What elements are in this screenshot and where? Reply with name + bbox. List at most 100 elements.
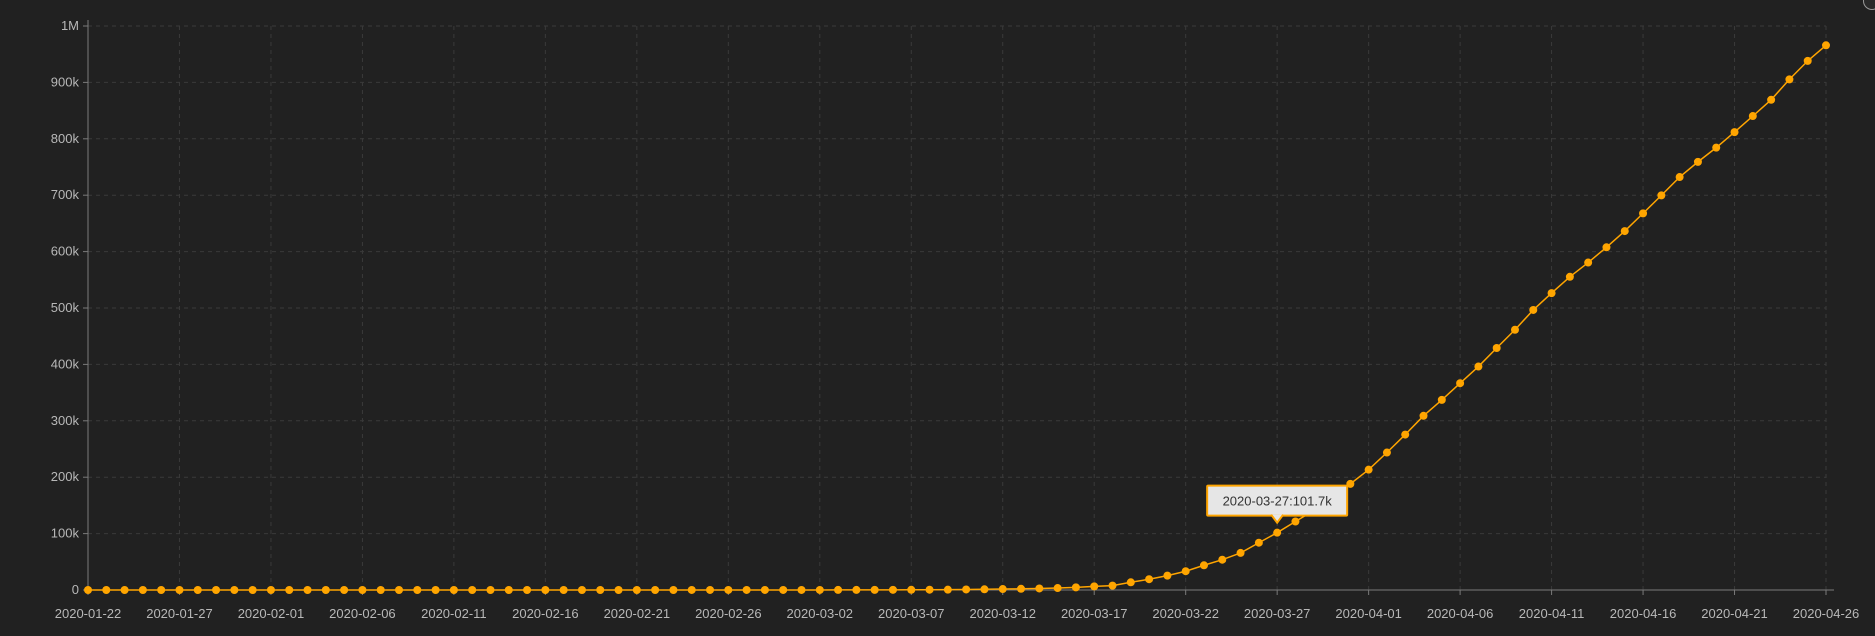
data-point bbox=[285, 586, 294, 594]
data-point bbox=[797, 585, 806, 594]
data-point bbox=[1437, 395, 1446, 404]
data-point bbox=[1017, 584, 1026, 593]
data-point bbox=[1145, 575, 1154, 584]
data-point bbox=[1291, 517, 1300, 526]
data-point bbox=[541, 585, 550, 594]
data-point bbox=[340, 585, 349, 594]
data-point bbox=[1748, 112, 1757, 121]
data-point bbox=[632, 585, 641, 594]
y-tick-label: 600k bbox=[51, 244, 80, 259]
data-point bbox=[1035, 584, 1044, 593]
data-point bbox=[1254, 538, 1263, 547]
data-point bbox=[907, 585, 916, 594]
data-point bbox=[1218, 555, 1227, 564]
data-point bbox=[157, 586, 166, 594]
data-point bbox=[980, 585, 989, 594]
x-tick-label: 2020-03-17 bbox=[1061, 606, 1128, 621]
data-point bbox=[102, 586, 111, 594]
data-point bbox=[724, 585, 733, 594]
data-point bbox=[175, 586, 184, 594]
x-tick-label: 2020-04-16 bbox=[1610, 606, 1677, 621]
data-point bbox=[943, 585, 952, 594]
data-point bbox=[138, 586, 147, 594]
x-tick-label: 2020-01-27 bbox=[146, 606, 213, 621]
data-point bbox=[614, 585, 623, 594]
data-point bbox=[486, 585, 495, 594]
data-point bbox=[596, 585, 605, 594]
data-point bbox=[193, 586, 202, 594]
x-tick-label: 2020-03-07 bbox=[878, 606, 945, 621]
data-point bbox=[834, 585, 843, 594]
data-point bbox=[1657, 191, 1666, 200]
data-point bbox=[1236, 548, 1245, 557]
y-tick-label: 900k bbox=[51, 74, 80, 89]
x-tick-label: 2020-03-27 bbox=[1244, 606, 1311, 621]
data-point bbox=[449, 585, 458, 594]
data-point bbox=[870, 585, 879, 594]
data-point bbox=[1822, 41, 1830, 50]
data-point bbox=[687, 585, 696, 594]
data-point bbox=[669, 585, 678, 594]
data-point bbox=[1785, 75, 1794, 84]
y-tick-label: 0 bbox=[72, 582, 79, 597]
y-tick-label: 100k bbox=[51, 526, 80, 541]
tooltip-pointer bbox=[1270, 514, 1284, 525]
data-point bbox=[212, 586, 221, 594]
data-point bbox=[1053, 584, 1062, 593]
data-point bbox=[1803, 56, 1812, 65]
data-point bbox=[1199, 561, 1208, 570]
data-point bbox=[1492, 344, 1501, 353]
data-point bbox=[852, 585, 861, 594]
data-point bbox=[1419, 411, 1428, 420]
data-point bbox=[1108, 581, 1117, 590]
x-tick-label: 2020-04-26 bbox=[1793, 606, 1860, 621]
data-point bbox=[1675, 173, 1684, 182]
data-point bbox=[1401, 430, 1410, 439]
data-point bbox=[742, 585, 751, 594]
data-point bbox=[1693, 157, 1702, 166]
data-point bbox=[321, 585, 330, 594]
x-tick-label: 2020-03-02 bbox=[787, 606, 854, 621]
data-point bbox=[431, 585, 440, 594]
x-tick-label: 2020-02-11 bbox=[421, 606, 487, 621]
data-point bbox=[760, 585, 769, 594]
data-point bbox=[358, 585, 367, 594]
series bbox=[84, 41, 1830, 594]
data-point bbox=[120, 586, 129, 594]
y-tick-label: 800k bbox=[51, 131, 80, 146]
data-point bbox=[815, 585, 824, 594]
data-point bbox=[888, 585, 897, 594]
data-point bbox=[1620, 227, 1629, 236]
data-point bbox=[303, 585, 312, 594]
tooltip-text: 2020-03-27:101.7k bbox=[1223, 494, 1333, 509]
data-point bbox=[395, 585, 404, 594]
data-point bbox=[1163, 571, 1172, 580]
data-point bbox=[248, 586, 257, 594]
data-point bbox=[1346, 479, 1355, 488]
x-tick-label: 2020-02-01 bbox=[238, 606, 305, 621]
data-point bbox=[1639, 209, 1648, 218]
tooltip: 2020-03-27:101.7k bbox=[1206, 484, 1349, 525]
x-tick-label: 2020-01-22 bbox=[55, 606, 122, 621]
data-point bbox=[1382, 448, 1391, 457]
data-point bbox=[962, 585, 971, 594]
x-tick-label: 2020-02-26 bbox=[695, 606, 762, 621]
x-tick-label: 2020-04-21 bbox=[1701, 606, 1768, 621]
data-point bbox=[1510, 325, 1519, 334]
data-point bbox=[468, 585, 477, 594]
data-point bbox=[1273, 528, 1282, 537]
data-point bbox=[1602, 243, 1611, 252]
x-tick-label: 2020-04-06 bbox=[1427, 606, 1494, 621]
data-point bbox=[266, 586, 275, 594]
axes: 0 100k 200k 300k 400k 500k 600k 700k 800k 900k 1M 2… bbox=[51, 18, 1859, 621]
data-point bbox=[504, 585, 513, 594]
data-point bbox=[1364, 465, 1373, 474]
data-point bbox=[413, 585, 422, 594]
data-point bbox=[1456, 379, 1465, 388]
x-tick-label: 2020-03-12 bbox=[969, 606, 1036, 621]
circle-icon[interactable] bbox=[1863, 0, 1875, 10]
data-point bbox=[1126, 578, 1135, 587]
grid bbox=[88, 25, 1827, 590]
